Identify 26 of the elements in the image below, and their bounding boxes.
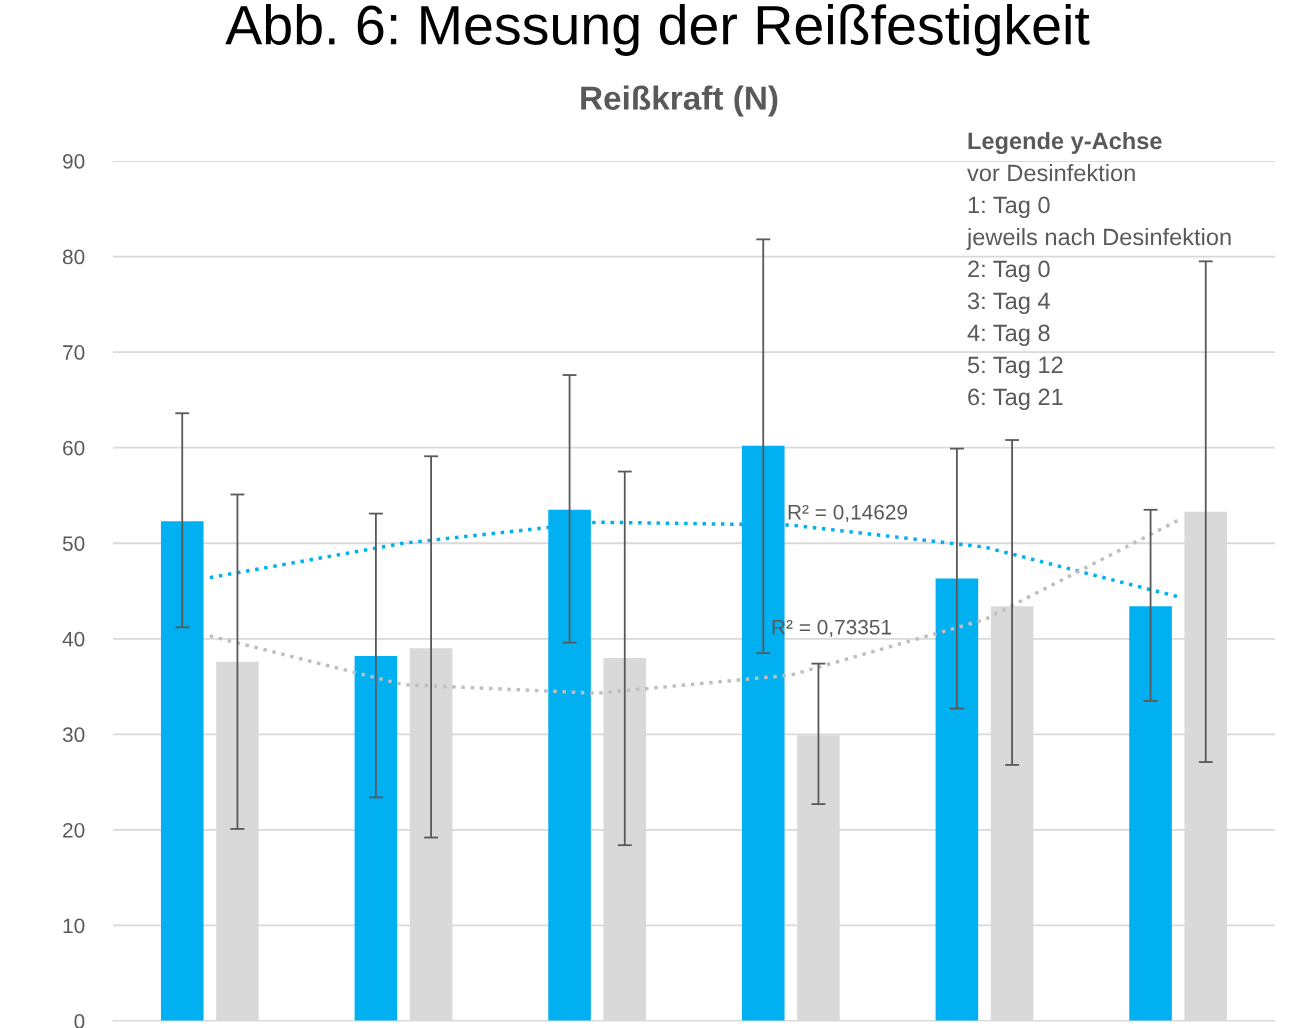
y-tick-label: 50 [62, 536, 85, 551]
y-tick-label: 30 [62, 727, 85, 743]
annotation: jeweils nach Desinfektion [966, 228, 1231, 250]
text: Legende y-Achse [968, 131, 1162, 155]
y-tick-label: 70 [63, 345, 85, 360]
annotation: 3: Tag 4 [967, 292, 1050, 315]
annotation: 5: Tag 12 [967, 356, 1063, 379]
y-tick-label: 10 [63, 918, 85, 934]
annotation: 2: Tag 0 [968, 260, 1050, 283]
bar [160, 521, 204, 1021]
bar [354, 655, 398, 1021]
chart-title: Abb. 6: Messung der Reißfestigkeit [225, 4, 1090, 56]
bar [1129, 606, 1172, 1021]
bar [935, 578, 979, 1021]
y-tick-label: 40 [62, 631, 85, 647]
annotation: vor Desinfektion [967, 164, 1135, 182]
chart-subtitle: Reißkraft (N) [581, 85, 778, 117]
y-tick-label: 90 [63, 154, 85, 169]
annotation: R² = 0,14629 [788, 504, 908, 523]
y-tick-label: 0 [74, 1014, 85, 1028]
y-tick-label: 60 [63, 440, 85, 456]
annotation: 1: Tag 0 [968, 196, 1050, 219]
annotation: 6: Tag 21 [968, 388, 1063, 411]
y-tick-label: 80 [62, 249, 85, 265]
y-tick-label: 20 [63, 822, 85, 838]
annotation: 4: Tag 8 [967, 324, 1050, 347]
